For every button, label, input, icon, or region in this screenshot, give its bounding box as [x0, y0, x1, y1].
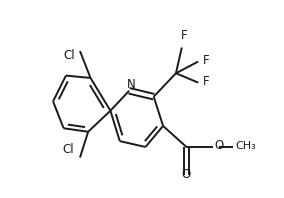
Text: Cl: Cl: [64, 49, 75, 62]
Text: F: F: [202, 54, 209, 67]
Text: CH₃: CH₃: [236, 141, 256, 151]
Text: F: F: [202, 75, 209, 88]
Text: N: N: [127, 78, 135, 91]
Text: O: O: [182, 168, 191, 181]
Text: Cl: Cl: [62, 143, 74, 156]
Text: F: F: [181, 29, 187, 42]
Text: O: O: [214, 139, 224, 152]
